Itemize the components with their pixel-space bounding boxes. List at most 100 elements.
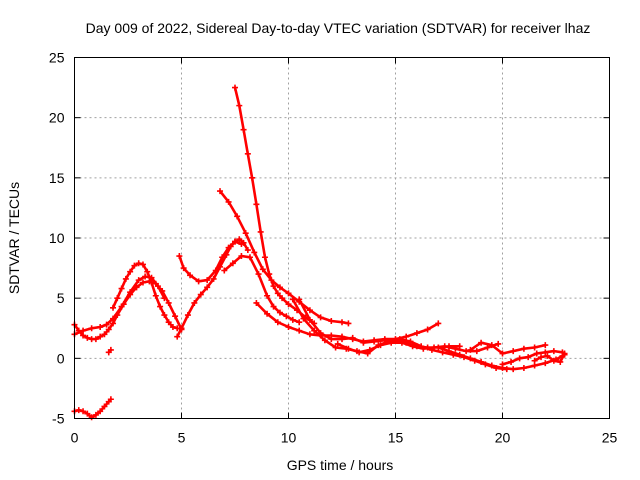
data-point xyxy=(264,292,271,299)
data-point xyxy=(488,362,495,369)
data-point xyxy=(499,361,506,368)
y-axis-label: SDTVAR / TECUs xyxy=(6,182,22,294)
data-point xyxy=(463,348,470,355)
data-point xyxy=(467,346,474,353)
data-point xyxy=(488,342,495,349)
data-point xyxy=(283,313,290,320)
series-track-n xyxy=(334,339,502,356)
data-point xyxy=(349,334,356,341)
data-point xyxy=(236,236,243,243)
data-point xyxy=(261,254,268,261)
chart-title: Day 009 of 2022, Sidereal Day-to-day VTE… xyxy=(86,20,591,36)
y-tick-label: 15 xyxy=(49,170,65,186)
data-point xyxy=(508,358,515,365)
data-point xyxy=(88,325,95,332)
data-point xyxy=(306,307,313,314)
data-point xyxy=(144,268,151,275)
data-point xyxy=(165,319,172,326)
data-point xyxy=(306,331,313,338)
data-point xyxy=(187,272,194,279)
data-point xyxy=(110,304,117,311)
data-point xyxy=(191,299,198,306)
data-point xyxy=(88,414,95,421)
y-tick-label: 20 xyxy=(49,110,65,126)
data-point xyxy=(114,295,121,302)
data-point xyxy=(478,339,485,346)
data-point xyxy=(152,292,159,299)
y-tick-label: 5 xyxy=(57,290,65,306)
series-line xyxy=(111,261,179,330)
series-track-j xyxy=(221,253,303,326)
data-point xyxy=(148,279,155,286)
data-point xyxy=(204,277,211,284)
data-point xyxy=(360,339,367,346)
data-point xyxy=(510,348,517,355)
series-track-d xyxy=(105,346,114,356)
data-point xyxy=(249,174,256,181)
data-point xyxy=(217,188,224,195)
data-point xyxy=(92,336,99,343)
data-point xyxy=(232,238,238,245)
data-point xyxy=(289,296,296,303)
data-point xyxy=(296,319,303,326)
data-point xyxy=(296,296,303,303)
data-point xyxy=(473,348,480,355)
data-point xyxy=(210,275,217,282)
data-point xyxy=(197,291,204,298)
data-point xyxy=(107,346,114,353)
data-point xyxy=(270,303,277,310)
data-point xyxy=(356,349,363,356)
series-line xyxy=(336,341,500,354)
data-point xyxy=(259,266,266,273)
series-track-g xyxy=(176,238,245,285)
y-tick-label: -5 xyxy=(52,411,65,427)
data-point xyxy=(257,228,264,235)
data-point xyxy=(525,354,532,361)
data-point xyxy=(467,355,474,362)
data-point xyxy=(161,312,168,319)
data-point xyxy=(279,295,286,302)
x-tick-label: 0 xyxy=(71,430,79,446)
data-point xyxy=(122,275,129,282)
data-point xyxy=(317,330,324,337)
data-point xyxy=(321,337,328,344)
data-point xyxy=(544,352,551,359)
data-point xyxy=(435,344,442,351)
data-point xyxy=(531,344,538,351)
data-point xyxy=(456,343,463,350)
data-point xyxy=(285,324,292,331)
data-point xyxy=(557,358,564,365)
ticks: 0 5 10 15 20 25 -5 0 5 10 15 20 25 xyxy=(49,50,618,446)
data-point xyxy=(452,345,459,352)
data-point xyxy=(204,284,211,291)
data-point xyxy=(244,150,251,157)
data-point xyxy=(97,408,104,415)
data-point xyxy=(161,295,168,302)
data-point xyxy=(520,345,527,352)
data-point xyxy=(105,326,112,333)
data-point xyxy=(176,253,183,260)
data-point xyxy=(139,279,146,286)
data-point xyxy=(154,283,161,290)
y-tick-label: 0 xyxy=(57,350,65,366)
data-point xyxy=(339,336,345,343)
data-point xyxy=(550,348,557,355)
data-point xyxy=(225,198,232,205)
data-point xyxy=(127,268,134,275)
data-point xyxy=(107,396,114,403)
data-point xyxy=(542,349,549,356)
data-point xyxy=(456,351,463,358)
data-point xyxy=(334,340,341,347)
data-point xyxy=(398,339,405,346)
data-point xyxy=(403,333,410,340)
data-point xyxy=(236,102,243,109)
data-point xyxy=(328,336,335,343)
data-point xyxy=(542,342,549,349)
data-point xyxy=(345,320,352,327)
data-point xyxy=(381,337,388,344)
data-point xyxy=(80,408,87,415)
data-point xyxy=(495,340,502,347)
data-point xyxy=(274,290,281,297)
data-point xyxy=(253,299,260,306)
